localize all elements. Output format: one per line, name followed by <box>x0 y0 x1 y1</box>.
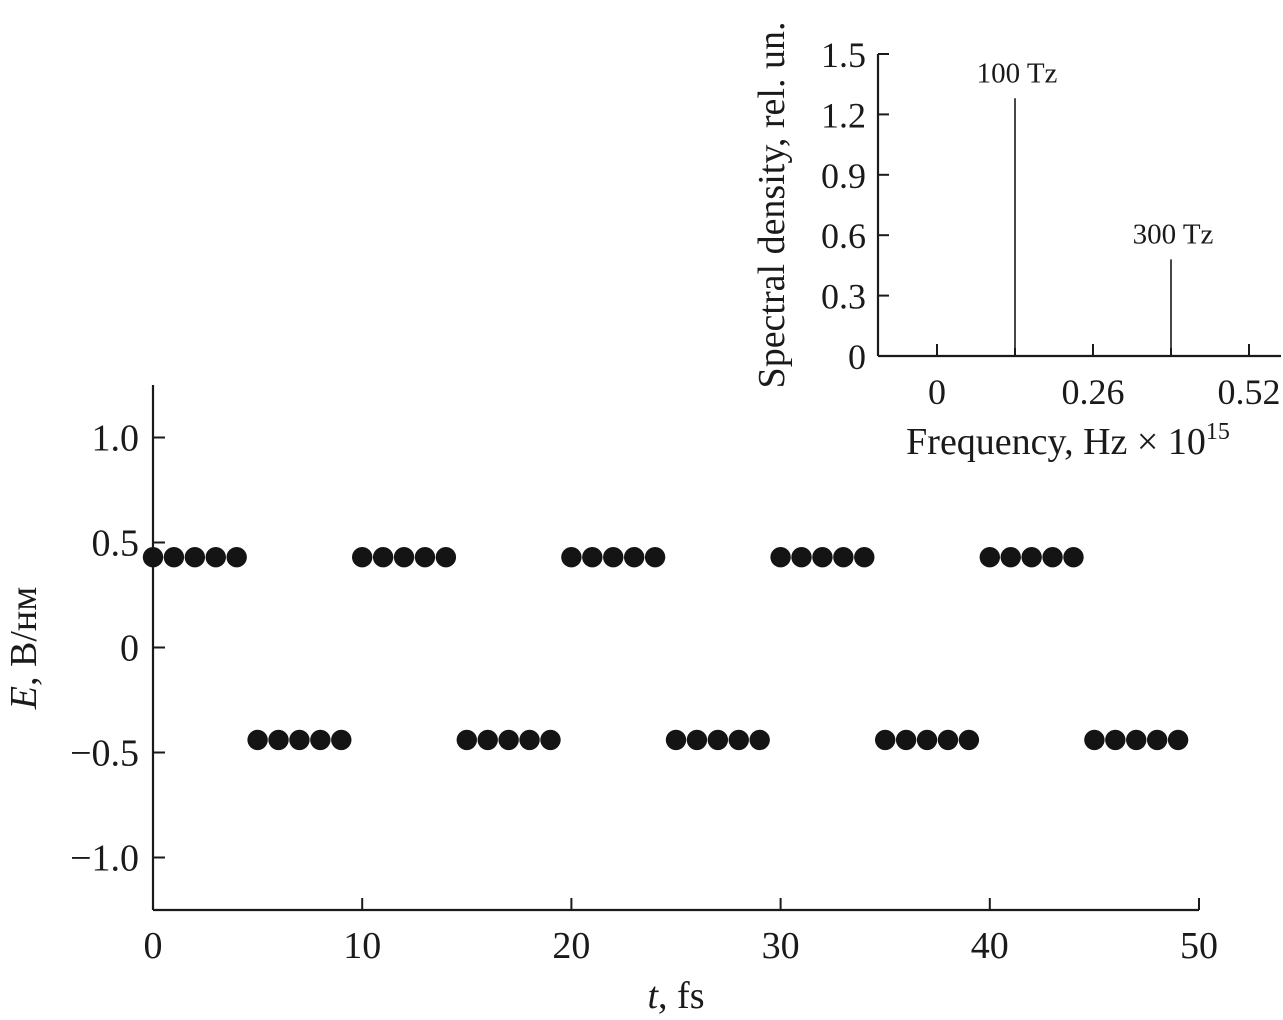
inset-y-tick-label: 0 <box>848 337 866 377</box>
data-point <box>979 547 1000 568</box>
data-point <box>582 547 603 568</box>
main-x-tick-label: 50 <box>1180 925 1218 967</box>
main-y-axis-label-unit: , В/нм <box>3 587 45 686</box>
data-point <box>372 547 394 568</box>
inset-x-axis-label-text: Frequency, Hz × 10 <box>906 421 1206 463</box>
data-point <box>623 547 645 568</box>
data-point <box>603 547 624 568</box>
inset-y-tick-label: 0.6 <box>821 216 866 256</box>
data-point <box>540 729 561 751</box>
data-point <box>456 729 477 751</box>
main-y-axis-label: E, В/нм <box>3 587 45 711</box>
data-point <box>1126 729 1147 751</box>
data-point <box>875 729 896 751</box>
data-point <box>1084 729 1105 751</box>
data-point <box>142 547 164 568</box>
data-point <box>1146 729 1168 751</box>
spectral-peak-label: 300 Tz <box>1133 218 1214 250</box>
inset-x-axis-label-exponent: 15 <box>1206 419 1230 445</box>
data-point <box>310 729 331 751</box>
data-point <box>686 729 708 751</box>
inset-x-tick-label: 0 <box>928 372 946 412</box>
data-point <box>498 729 519 751</box>
main-y-axis-label-variable: E <box>3 686 45 710</box>
main-y-tick-label: 0.5 <box>92 523 140 565</box>
inset-x-tick-label: 0.52 <box>1218 372 1281 412</box>
data-point <box>477 729 498 751</box>
data-point <box>1063 547 1084 568</box>
main-x-tick-label: 30 <box>762 925 800 967</box>
main-axes: 1.0 0.5 0 −0.5 −1.0 0 10 20 30 40 50 <box>70 385 1218 967</box>
inset-x-axis-label: Frequency, Hz × 1015 <box>906 419 1230 463</box>
main-y-tick-label: −1.0 <box>70 838 139 880</box>
data-point <box>1021 547 1042 568</box>
data-point <box>519 729 540 751</box>
main-y-tick-label: −0.5 <box>70 733 139 775</box>
data-point <box>707 729 729 751</box>
main-x-axis-label-variable: t <box>647 975 659 1017</box>
data-point <box>791 547 812 568</box>
data-point <box>205 547 226 568</box>
data-point <box>812 547 833 568</box>
data-point <box>895 729 917 751</box>
data-point <box>352 547 373 568</box>
data-point <box>247 729 268 751</box>
data-point <box>665 729 687 751</box>
data-point <box>916 729 938 751</box>
inset-axes: 0 0.3 0.6 0.9 1.2 1.5 0 0.26 0.52 <box>821 35 1281 412</box>
data-point <box>833 547 854 568</box>
data-point <box>958 729 980 751</box>
main-x-tick-label: 0 <box>144 925 163 967</box>
data-point <box>414 547 436 568</box>
inset-y-tick-label: 0.9 <box>821 156 866 196</box>
main-x-axis-label-unit: , fs <box>658 975 704 1017</box>
data-point <box>331 729 352 751</box>
data-point <box>1105 729 1126 751</box>
data-point <box>184 547 206 568</box>
main-x-tick-label: 40 <box>971 925 1009 967</box>
main-x-axis-label: t, fs <box>647 975 704 1017</box>
data-point <box>268 729 289 751</box>
main-x-tick-label: 20 <box>552 925 590 967</box>
inset-y-tick-label: 1.5 <box>821 35 866 75</box>
main-x-tick-label: 10 <box>343 925 381 967</box>
data-point <box>163 547 185 568</box>
main-y-tick-label: 0 <box>120 628 139 670</box>
data-point <box>728 729 749 751</box>
data-point <box>749 729 770 751</box>
main-y-tick-label: 1.0 <box>92 418 140 460</box>
data-point <box>1042 547 1063 568</box>
data-point <box>561 547 582 568</box>
main-chart: 1.0 0.5 0 −0.5 −1.0 0 10 20 30 40 50 t, fs E, В/нм <box>3 385 1218 1017</box>
data-point <box>289 729 310 751</box>
data-point <box>937 729 959 751</box>
inset-y-tick-label: 1.2 <box>821 95 866 135</box>
inset-y-tick-label: 0.3 <box>821 277 866 317</box>
data-point <box>435 547 457 568</box>
data-point <box>854 547 875 568</box>
main-dots <box>142 547 1189 751</box>
spectral-peak-label: 100 Tz <box>977 57 1058 89</box>
data-point <box>1167 729 1189 751</box>
inset-x-tick-label: 0.26 <box>1062 372 1125 412</box>
data-point <box>393 547 415 568</box>
data-point <box>1000 547 1021 568</box>
data-point <box>644 547 666 568</box>
inset-y-axis-label: Spectral density, rel. un. <box>751 22 793 389</box>
data-point <box>770 547 791 568</box>
data-point <box>226 547 247 568</box>
